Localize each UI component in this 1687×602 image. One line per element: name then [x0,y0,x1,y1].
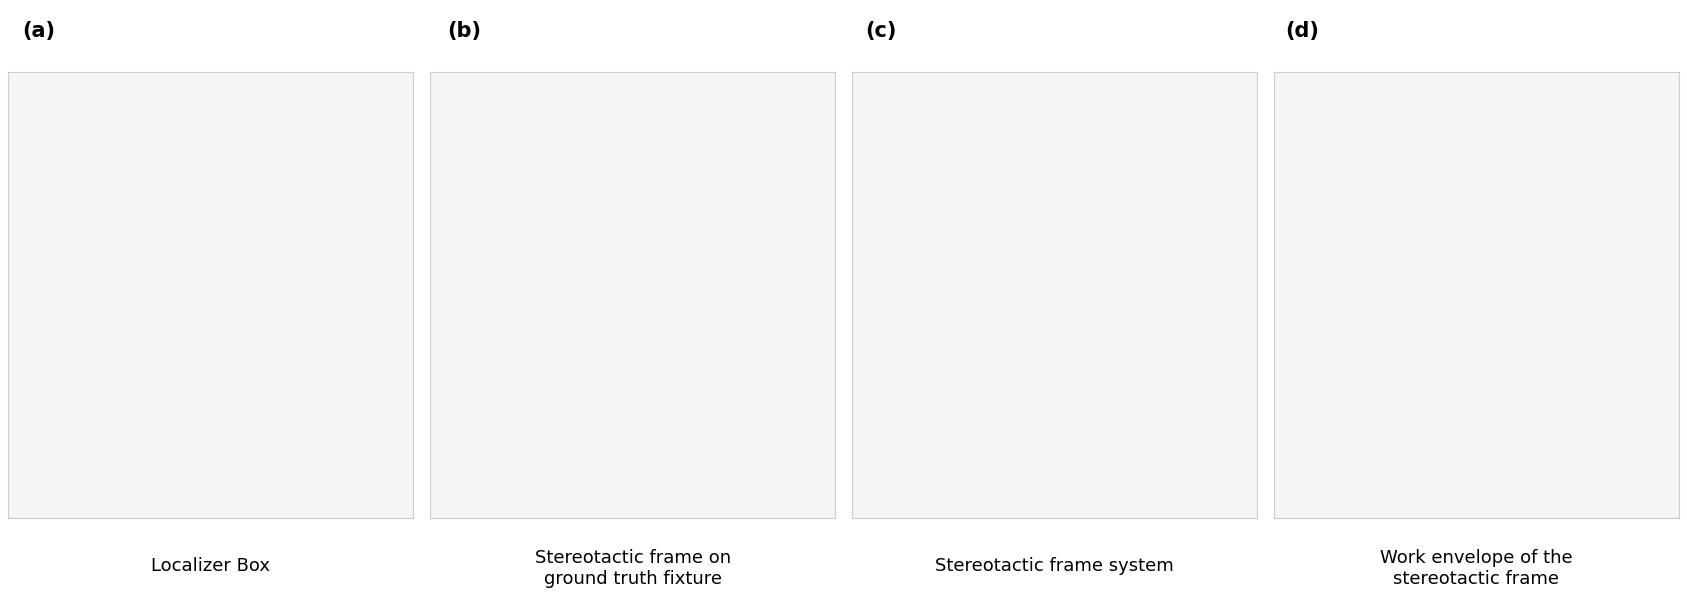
Text: Localizer Box: Localizer Box [152,557,270,575]
Text: Stereotactic frame on
ground truth fixture: Stereotactic frame on ground truth fixtu… [535,550,730,588]
Text: (d): (d) [1285,21,1319,41]
Text: Work envelope of the
stereotactic frame: Work envelope of the stereotactic frame [1380,550,1572,588]
Text: (a): (a) [22,21,56,41]
Text: (b): (b) [447,21,481,41]
Text: Stereotactic frame system: Stereotactic frame system [935,557,1174,575]
Text: (c): (c) [865,21,897,41]
